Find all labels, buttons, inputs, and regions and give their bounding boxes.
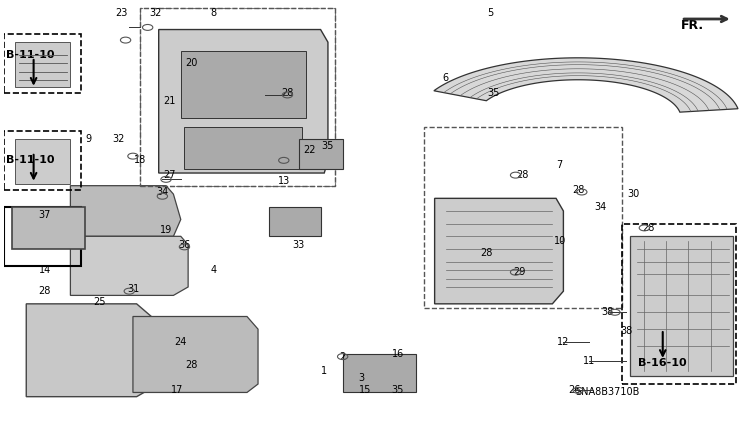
Text: 21: 21: [164, 96, 176, 106]
Bar: [298, 139, 343, 169]
Bar: [181, 51, 306, 118]
Text: 32: 32: [149, 8, 161, 18]
Text: B-16-10: B-16-10: [639, 358, 687, 368]
Text: 8: 8: [211, 8, 217, 18]
Text: 25: 25: [93, 297, 106, 307]
Bar: [269, 207, 320, 236]
Text: 36: 36: [178, 240, 191, 250]
Text: 9: 9: [86, 134, 92, 144]
Text: B-11-10: B-11-10: [6, 155, 54, 165]
Text: B-11-10: B-11-10: [6, 50, 54, 60]
Text: 33: 33: [292, 240, 305, 250]
Text: FR.: FR.: [681, 19, 704, 32]
Bar: [16, 139, 70, 184]
Bar: [12, 207, 85, 249]
Bar: [16, 42, 70, 87]
Text: 6: 6: [443, 73, 448, 83]
Polygon shape: [70, 186, 181, 236]
Text: 34: 34: [156, 187, 169, 197]
Text: 37: 37: [38, 210, 51, 220]
Bar: [141, 8, 335, 186]
Text: 22: 22: [303, 145, 316, 155]
Text: 14: 14: [38, 265, 51, 275]
Text: 17: 17: [171, 385, 184, 395]
Text: 35: 35: [391, 385, 404, 395]
Polygon shape: [133, 316, 258, 392]
Text: 2: 2: [340, 352, 346, 362]
Text: 10: 10: [554, 235, 566, 246]
Text: 34: 34: [594, 202, 606, 212]
Text: 28: 28: [517, 170, 529, 180]
Text: 28: 28: [38, 286, 51, 296]
Text: 28: 28: [572, 185, 585, 195]
Text: 12: 12: [557, 337, 570, 347]
Polygon shape: [26, 304, 166, 397]
Text: 20: 20: [186, 58, 198, 68]
Polygon shape: [70, 236, 188, 295]
Text: 26: 26: [568, 385, 581, 395]
Text: 16: 16: [391, 349, 404, 360]
Bar: [343, 354, 416, 392]
Polygon shape: [158, 30, 328, 173]
Text: 32: 32: [112, 134, 124, 144]
Text: 30: 30: [628, 189, 639, 199]
Text: 28: 28: [281, 88, 294, 98]
Polygon shape: [434, 58, 738, 112]
Text: 11: 11: [583, 356, 595, 366]
Text: 28: 28: [186, 360, 198, 370]
Text: 4: 4: [211, 265, 217, 275]
Text: 1: 1: [321, 366, 327, 376]
Text: 23: 23: [115, 8, 128, 18]
Text: 28: 28: [480, 248, 492, 258]
Text: 18: 18: [134, 155, 147, 165]
Text: 38: 38: [620, 326, 632, 336]
Text: 5: 5: [487, 8, 493, 18]
Polygon shape: [630, 236, 733, 376]
Text: 3: 3: [358, 373, 364, 383]
Text: 7: 7: [556, 160, 563, 170]
Text: 28: 28: [642, 223, 654, 233]
Text: 15: 15: [359, 385, 371, 395]
Text: 19: 19: [160, 225, 172, 235]
Text: 13: 13: [278, 176, 290, 187]
Text: 31: 31: [127, 284, 139, 294]
Text: 27: 27: [164, 170, 176, 180]
Bar: [184, 127, 302, 169]
Text: 24: 24: [175, 337, 187, 347]
Text: 38: 38: [602, 307, 613, 317]
Text: 29: 29: [513, 267, 525, 277]
Polygon shape: [434, 198, 563, 304]
Text: 35: 35: [488, 88, 500, 98]
Text: 35: 35: [322, 141, 334, 151]
Text: SNA8B3710B: SNA8B3710B: [576, 387, 640, 398]
